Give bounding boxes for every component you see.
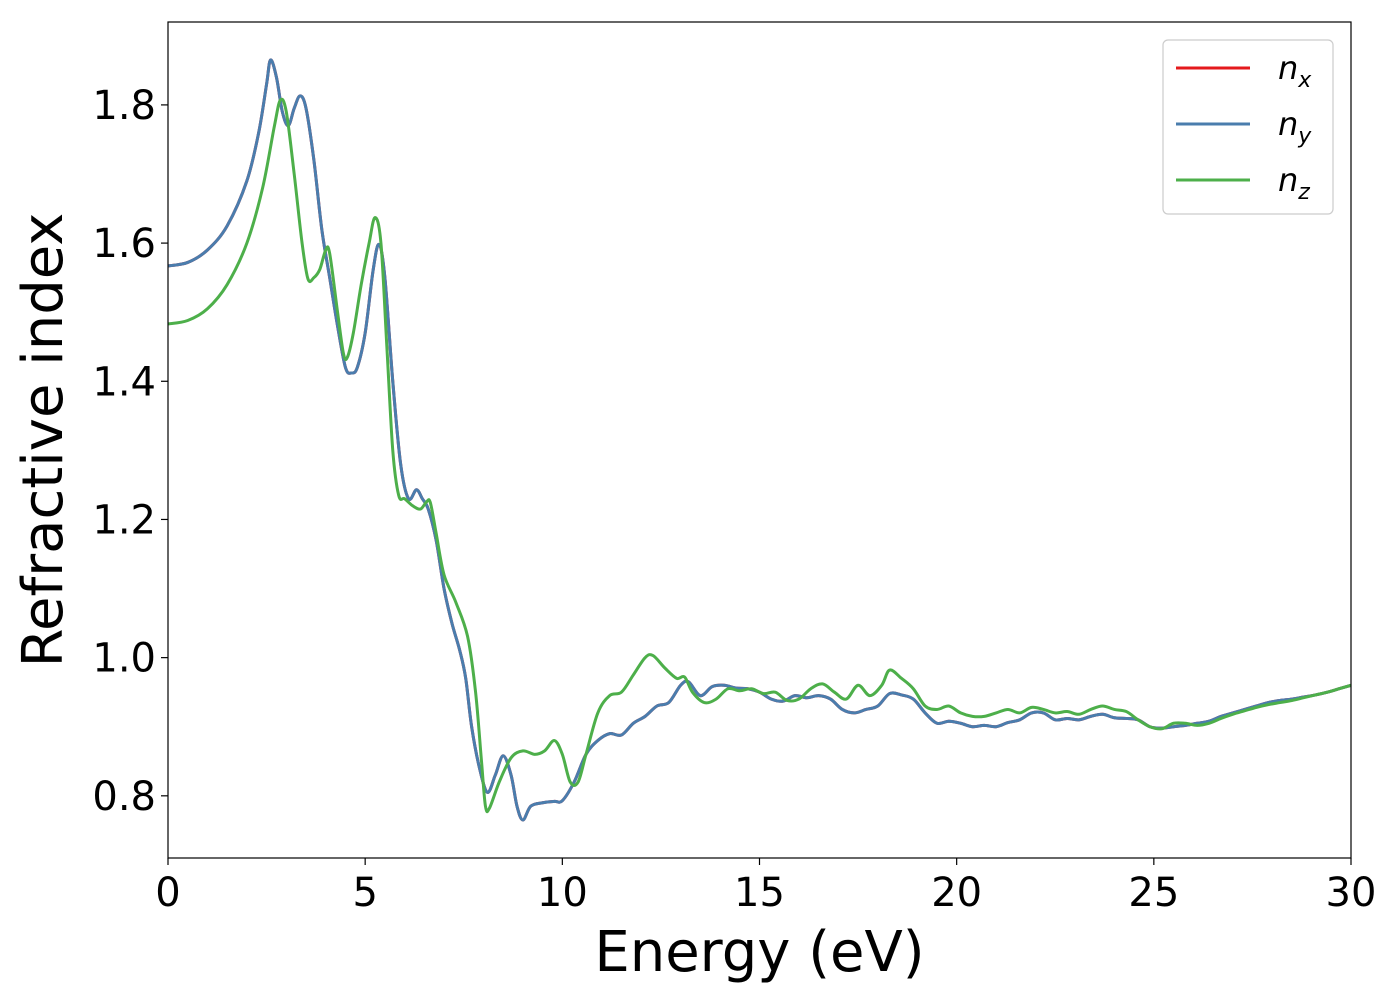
x-tick-label: 15 — [734, 870, 785, 916]
x-tick-label: 10 — [537, 870, 588, 916]
axis-ticks: 0 5 10 15 20 25 30 0.8 1.0 1.2 1.4 1.6 1.8 — [92, 83, 1376, 916]
x-tick-label: 0 — [155, 870, 180, 916]
legend-entry-ny: ny — [1176, 105, 1312, 149]
series-line-ny — [168, 58, 1351, 822]
y-tick-label: 1.2 — [92, 497, 156, 543]
x-axis-title: Energy (eV) — [594, 920, 924, 985]
legend-label: nz — [1278, 161, 1310, 205]
legend: nx ny nz — [1162, 39, 1334, 215]
x-tick-label: 30 — [1326, 870, 1377, 916]
legend-label: nx — [1278, 49, 1312, 93]
legend-label: ny — [1278, 105, 1312, 149]
y-axis-title: Refractive index — [11, 213, 76, 668]
x-tick-label: 20 — [931, 870, 982, 916]
legend-entry-nz: nz — [1176, 161, 1310, 205]
series-line-nz — [168, 97, 1351, 814]
x-tick-label: 25 — [1128, 870, 1179, 916]
y-tick-label: 1.4 — [92, 359, 156, 405]
y-tick-label: 1.0 — [92, 636, 156, 682]
series-lines — [168, 58, 1351, 822]
y-tick-label: 1.8 — [92, 83, 156, 129]
legend-entry-nx: nx — [1176, 49, 1312, 93]
legend-entries: nx ny nz — [1176, 49, 1312, 205]
y-tick-label: 0.8 — [92, 774, 156, 820]
x-tick-label: 5 — [352, 870, 377, 916]
legend-box — [1162, 39, 1334, 215]
y-tick-label: 1.6 — [92, 221, 156, 267]
